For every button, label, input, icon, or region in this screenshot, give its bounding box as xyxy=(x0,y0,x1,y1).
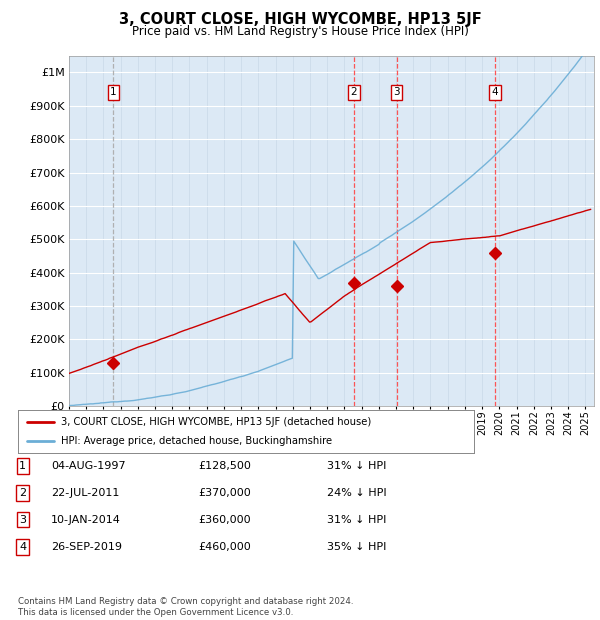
Text: 04-AUG-1997: 04-AUG-1997 xyxy=(51,461,125,471)
Text: 2: 2 xyxy=(19,488,26,498)
Text: £360,000: £360,000 xyxy=(198,515,251,525)
Text: 2: 2 xyxy=(350,87,357,97)
Text: Price paid vs. HM Land Registry's House Price Index (HPI): Price paid vs. HM Land Registry's House … xyxy=(131,25,469,38)
Text: £460,000: £460,000 xyxy=(198,542,251,552)
Text: 4: 4 xyxy=(491,87,498,97)
Text: 3, COURT CLOSE, HIGH WYCOMBE, HP13 5JF (detached house): 3, COURT CLOSE, HIGH WYCOMBE, HP13 5JF (… xyxy=(61,417,371,427)
Text: 35% ↓ HPI: 35% ↓ HPI xyxy=(327,542,386,552)
Text: 1: 1 xyxy=(110,87,117,97)
Text: 31% ↓ HPI: 31% ↓ HPI xyxy=(327,515,386,525)
Text: HPI: Average price, detached house, Buckinghamshire: HPI: Average price, detached house, Buck… xyxy=(61,436,332,446)
Text: 1: 1 xyxy=(19,461,26,471)
Text: £370,000: £370,000 xyxy=(198,488,251,498)
Text: 3, COURT CLOSE, HIGH WYCOMBE, HP13 5JF: 3, COURT CLOSE, HIGH WYCOMBE, HP13 5JF xyxy=(119,12,481,27)
Text: 31% ↓ HPI: 31% ↓ HPI xyxy=(327,461,386,471)
Text: 4: 4 xyxy=(19,542,26,552)
Text: Contains HM Land Registry data © Crown copyright and database right 2024.
This d: Contains HM Land Registry data © Crown c… xyxy=(18,598,353,617)
Text: 26-SEP-2019: 26-SEP-2019 xyxy=(51,542,122,552)
Text: 3: 3 xyxy=(19,515,26,525)
Text: £128,500: £128,500 xyxy=(198,461,251,471)
Text: 10-JAN-2014: 10-JAN-2014 xyxy=(51,515,121,525)
Text: 24% ↓ HPI: 24% ↓ HPI xyxy=(327,488,386,498)
Text: 3: 3 xyxy=(393,87,400,97)
Text: 22-JUL-2011: 22-JUL-2011 xyxy=(51,488,119,498)
